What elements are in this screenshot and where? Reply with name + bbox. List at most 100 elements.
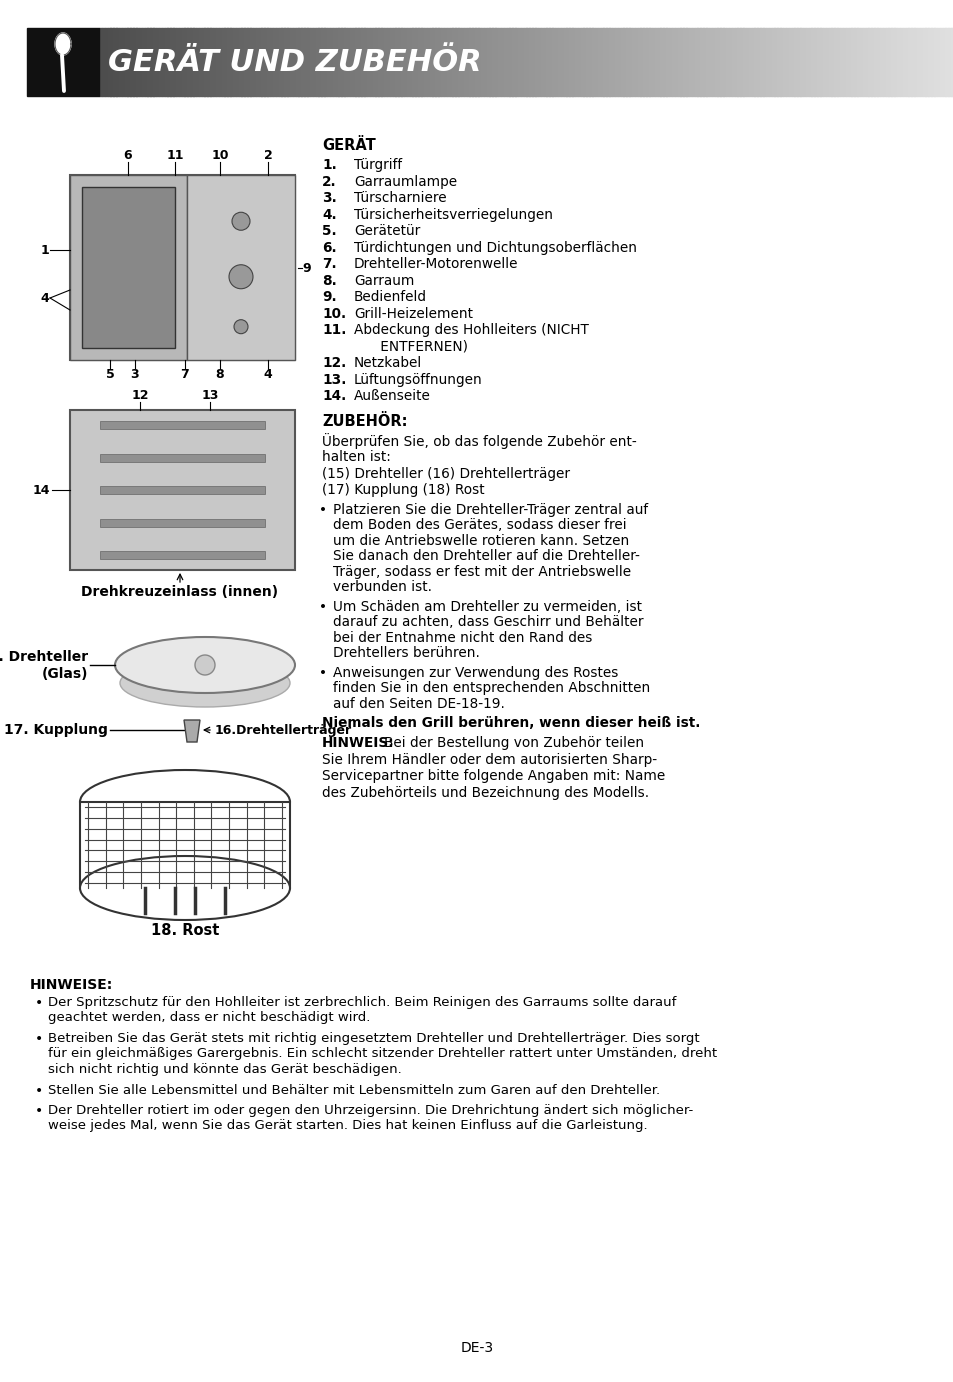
Text: 7: 7 xyxy=(180,368,190,381)
Bar xyxy=(825,28,828,95)
Bar xyxy=(859,28,862,95)
Text: um die Antriebswelle rotieren kann. Setzen: um die Antriebswelle rotieren kann. Setz… xyxy=(333,533,629,547)
Bar xyxy=(677,28,680,95)
Text: (Glas): (Glas) xyxy=(42,668,88,681)
Bar xyxy=(847,28,851,95)
Text: 15. Drehteller: 15. Drehteller xyxy=(0,650,88,663)
Text: 8.: 8. xyxy=(322,274,336,287)
Bar xyxy=(820,28,822,95)
Bar xyxy=(99,28,102,95)
Bar xyxy=(500,28,504,95)
Bar xyxy=(105,28,108,95)
Text: 4: 4 xyxy=(41,292,50,304)
Bar xyxy=(244,28,248,95)
Bar xyxy=(327,28,330,95)
Bar xyxy=(304,28,307,95)
Bar xyxy=(569,28,572,95)
Bar xyxy=(440,28,444,95)
Text: Überprüfen Sie, ob das folgende Zubehör ent-: Überprüfen Sie, ob das folgende Zubehör … xyxy=(322,434,636,449)
Bar xyxy=(742,28,745,95)
Bar xyxy=(446,28,450,95)
Text: HINWEISE:: HINWEISE: xyxy=(30,978,113,992)
Bar xyxy=(927,28,931,95)
Bar xyxy=(619,28,623,95)
Bar xyxy=(654,28,658,95)
Bar xyxy=(822,28,825,95)
Bar xyxy=(224,28,228,95)
Bar xyxy=(164,28,168,95)
Bar xyxy=(313,28,315,95)
Text: Grill-Heizelement: Grill-Heizelement xyxy=(354,307,473,321)
Bar xyxy=(828,28,831,95)
Text: 14: 14 xyxy=(32,484,50,496)
Bar xyxy=(662,28,666,95)
Text: Stellen Sie alle Lebensmittel und Behälter mit Lebensmitteln zum Garen auf den D: Stellen Sie alle Lebensmittel und Behält… xyxy=(48,1083,659,1096)
Bar xyxy=(760,28,762,95)
Bar xyxy=(549,28,552,95)
Bar xyxy=(161,28,165,95)
Bar xyxy=(261,28,265,95)
Ellipse shape xyxy=(80,770,290,833)
Bar xyxy=(711,28,715,95)
Bar xyxy=(264,28,268,95)
Bar xyxy=(344,28,347,95)
Text: ENTFERNEN): ENTFERNEN) xyxy=(354,340,468,354)
Bar xyxy=(540,28,543,95)
Bar xyxy=(685,28,689,95)
Bar xyxy=(930,28,934,95)
Bar xyxy=(70,176,294,359)
Bar xyxy=(728,28,732,95)
Text: auf den Seiten DE-18-19.: auf den Seiten DE-18-19. xyxy=(333,697,504,710)
Bar xyxy=(358,28,361,95)
Bar xyxy=(403,28,407,95)
Bar xyxy=(290,28,293,95)
Bar xyxy=(381,28,384,95)
Bar xyxy=(879,28,882,95)
Text: 8: 8 xyxy=(215,368,224,381)
Text: bei der Entnahme nicht den Rand des: bei der Entnahme nicht den Rand des xyxy=(333,630,592,644)
Text: Anweisungen zur Verwendung des Rostes: Anweisungen zur Verwendung des Rostes xyxy=(333,666,618,680)
Bar xyxy=(642,28,646,95)
Bar xyxy=(378,28,381,95)
Bar xyxy=(774,28,777,95)
Bar xyxy=(469,28,473,95)
Text: 14.: 14. xyxy=(322,388,346,404)
Bar xyxy=(808,28,811,95)
Bar xyxy=(754,28,757,95)
Bar xyxy=(503,28,506,95)
Text: Lüftungsöffnungen: Lüftungsöffnungen xyxy=(354,373,482,387)
Bar xyxy=(100,551,265,558)
Bar xyxy=(423,28,427,95)
Bar xyxy=(235,28,239,95)
Bar xyxy=(190,28,193,95)
Bar xyxy=(731,28,734,95)
Text: Sie Ihrem Händler oder dem autorisierten Sharp-: Sie Ihrem Händler oder dem autorisierten… xyxy=(322,753,657,767)
Bar xyxy=(659,28,663,95)
Bar xyxy=(463,28,467,95)
Bar xyxy=(757,28,760,95)
Bar xyxy=(475,28,478,95)
Text: 5.: 5. xyxy=(322,224,336,238)
Bar xyxy=(207,28,211,95)
Text: Gerätetür: Gerätetür xyxy=(354,224,420,238)
Bar xyxy=(560,28,563,95)
Bar xyxy=(566,28,569,95)
Bar xyxy=(397,28,401,95)
Text: 10: 10 xyxy=(211,149,229,162)
Bar xyxy=(284,28,287,95)
Bar xyxy=(495,28,498,95)
Bar xyxy=(111,28,113,95)
Bar xyxy=(780,28,782,95)
Bar xyxy=(634,28,638,95)
Text: HINWEIS:: HINWEIS: xyxy=(322,737,395,750)
Bar xyxy=(817,28,820,95)
Circle shape xyxy=(194,655,214,674)
Bar xyxy=(814,28,817,95)
Bar xyxy=(361,28,364,95)
Bar xyxy=(492,28,496,95)
Text: Der Drehteller rotiert im oder gegen den Uhrzeigersinn. Die Drehrichtung ändert : Der Drehteller rotiert im oder gegen den… xyxy=(48,1104,693,1117)
Bar xyxy=(639,28,643,95)
Bar xyxy=(466,28,470,95)
Bar xyxy=(950,28,953,95)
Bar xyxy=(802,28,805,95)
